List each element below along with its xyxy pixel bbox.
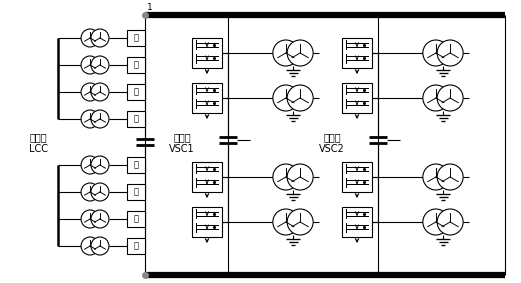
- Bar: [342, 207, 372, 237]
- Text: 本: 本: [133, 215, 139, 224]
- Text: 本: 本: [133, 33, 139, 42]
- FancyArrowPatch shape: [205, 194, 209, 197]
- Circle shape: [287, 85, 313, 111]
- Text: 逆变站
VSC2: 逆变站 VSC2: [319, 132, 345, 154]
- Circle shape: [273, 164, 299, 190]
- Circle shape: [81, 156, 99, 174]
- Circle shape: [91, 56, 109, 74]
- FancyArrowPatch shape: [355, 194, 358, 197]
- FancyArrowPatch shape: [355, 70, 358, 73]
- Circle shape: [437, 164, 463, 190]
- Circle shape: [91, 237, 109, 255]
- Circle shape: [91, 29, 109, 47]
- Bar: [127, 211, 145, 227]
- Circle shape: [81, 183, 99, 201]
- Circle shape: [81, 83, 99, 101]
- Circle shape: [437, 40, 463, 66]
- Text: 本: 本: [133, 87, 139, 97]
- Circle shape: [81, 110, 99, 128]
- Circle shape: [423, 209, 449, 235]
- Circle shape: [287, 209, 313, 235]
- Circle shape: [287, 164, 313, 190]
- FancyArrowPatch shape: [355, 115, 358, 118]
- Text: 逆变站
VSC1: 逆变站 VSC1: [169, 132, 195, 154]
- Circle shape: [423, 164, 449, 190]
- Bar: [342, 83, 372, 113]
- FancyArrowPatch shape: [205, 239, 209, 242]
- FancyArrowPatch shape: [205, 115, 209, 118]
- Bar: [127, 184, 145, 200]
- Bar: [127, 157, 145, 173]
- Circle shape: [91, 156, 109, 174]
- Circle shape: [287, 40, 313, 66]
- Bar: [127, 111, 145, 127]
- Circle shape: [437, 209, 463, 235]
- Text: 1: 1: [147, 3, 153, 12]
- Bar: [192, 207, 222, 237]
- Circle shape: [423, 85, 449, 111]
- Bar: [127, 84, 145, 100]
- Bar: [342, 162, 372, 192]
- Circle shape: [273, 209, 299, 235]
- Circle shape: [423, 40, 449, 66]
- Circle shape: [81, 29, 99, 47]
- Circle shape: [81, 56, 99, 74]
- FancyArrowPatch shape: [355, 239, 358, 242]
- Circle shape: [273, 85, 299, 111]
- Text: 本: 本: [133, 115, 139, 123]
- Circle shape: [273, 40, 299, 66]
- Bar: [192, 162, 222, 192]
- Text: 本: 本: [133, 241, 139, 250]
- Bar: [127, 57, 145, 73]
- Text: 整流站
LCC: 整流站 LCC: [29, 132, 47, 154]
- Circle shape: [91, 83, 109, 101]
- Text: 本: 本: [133, 61, 139, 70]
- Circle shape: [437, 85, 463, 111]
- Circle shape: [91, 183, 109, 201]
- Bar: [192, 38, 222, 68]
- Circle shape: [81, 210, 99, 228]
- Bar: [192, 83, 222, 113]
- Bar: [127, 238, 145, 254]
- Bar: [127, 30, 145, 46]
- Bar: [342, 38, 372, 68]
- Circle shape: [91, 110, 109, 128]
- Text: 本: 本: [133, 188, 139, 196]
- Text: 本: 本: [133, 160, 139, 170]
- FancyArrowPatch shape: [205, 70, 209, 73]
- Circle shape: [91, 210, 109, 228]
- Circle shape: [81, 237, 99, 255]
